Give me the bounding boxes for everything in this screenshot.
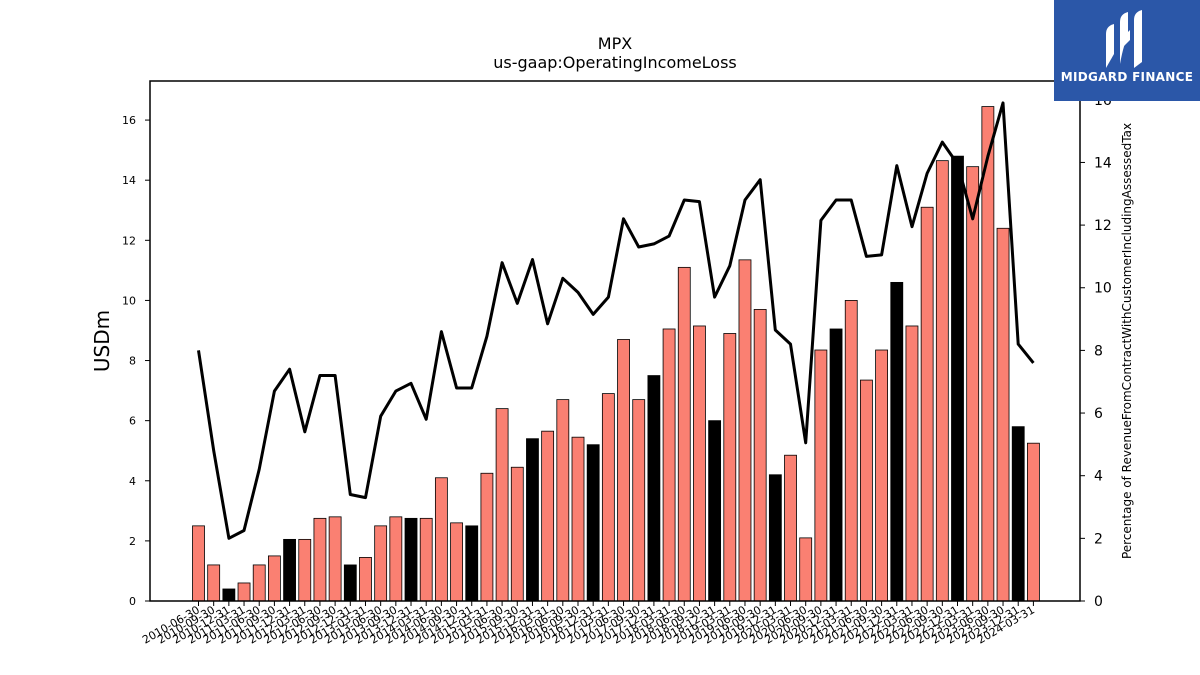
y2-tick-label: 8 <box>1094 343 1103 359</box>
y-tick-label: 16 <box>122 114 136 127</box>
bar <box>510 466 524 602</box>
bar <box>920 206 934 602</box>
series-line <box>197 101 1035 540</box>
bar <box>601 393 615 602</box>
bar <box>738 259 752 602</box>
bar <box>617 339 630 602</box>
bar <box>495 408 509 602</box>
bar <box>768 474 782 602</box>
bar <box>905 325 919 602</box>
y2-tick-label: 0 <box>1094 594 1103 610</box>
y2-tick-label: 10 <box>1094 281 1112 297</box>
y-axis-label: USDm <box>90 310 114 372</box>
bar <box>996 227 1010 602</box>
bar <box>359 557 372 602</box>
bar <box>434 477 448 602</box>
bar <box>647 375 661 602</box>
bar <box>966 166 980 602</box>
bar <box>192 525 205 602</box>
y-tick-label: 8 <box>129 355 136 368</box>
bar <box>951 155 964 602</box>
chart-title: MPX <box>598 34 632 53</box>
plot-frame <box>149 80 1081 602</box>
bar <box>890 281 904 602</box>
midgard-logo-mark-icon <box>1106 10 1142 68</box>
bar <box>860 379 873 602</box>
bar <box>662 328 676 602</box>
chart-subtitle: us-gaap:OperatingIncomeLoss <box>493 53 737 72</box>
plot-area: 024681012141602468101214162010-06-302010… <box>122 80 1112 647</box>
bar <box>723 333 737 602</box>
bar <box>799 537 813 602</box>
bar <box>267 555 281 602</box>
bar <box>328 516 342 602</box>
bar <box>283 538 296 602</box>
y-tick-label: 10 <box>122 294 136 307</box>
bar <box>252 564 266 602</box>
midgard-finance-logo: MIDGARD FINANCE <box>1054 0 1200 101</box>
y2-tick-label: 6 <box>1094 406 1103 422</box>
bar <box>389 516 403 602</box>
bar <box>875 349 888 602</box>
bar <box>404 517 418 602</box>
bar <box>586 444 600 602</box>
bar <box>222 588 236 602</box>
y2-tick-label: 4 <box>1094 469 1103 485</box>
bar <box>541 430 555 602</box>
y2-tick-label: 2 <box>1094 531 1103 547</box>
bar <box>343 564 357 602</box>
bar <box>556 399 570 602</box>
y-tick-label: 14 <box>122 174 136 187</box>
y2-tick-label: 14 <box>1094 155 1112 171</box>
bar <box>632 399 646 602</box>
bar <box>784 454 797 602</box>
bar <box>1027 442 1040 602</box>
y-tick-label: 6 <box>129 415 136 428</box>
bar <box>753 309 767 602</box>
bar <box>1011 426 1025 602</box>
bar <box>298 538 312 602</box>
logo-text: MIDGARD FINANCE <box>1060 70 1194 84</box>
bar <box>814 349 828 602</box>
y-tick-label: 12 <box>122 234 136 247</box>
bar <box>374 525 388 602</box>
y-tick-label: 0 <box>129 595 136 608</box>
y-tick-label: 2 <box>129 535 136 548</box>
bar <box>237 582 251 602</box>
bar <box>571 436 585 602</box>
bar <box>450 522 463 602</box>
bar <box>419 517 433 602</box>
bar <box>829 328 843 602</box>
y2-tick-label: 12 <box>1094 218 1112 234</box>
bar <box>693 325 706 602</box>
bar <box>526 438 539 602</box>
y2-axis-label: Percentage of RevenueFromContractWithCus… <box>1120 123 1134 559</box>
bar <box>935 160 949 602</box>
bar <box>844 300 858 602</box>
bar <box>677 266 691 602</box>
bar <box>708 420 722 602</box>
bar <box>465 525 479 602</box>
bar <box>207 564 221 602</box>
bar <box>313 517 327 602</box>
bar <box>480 472 494 602</box>
bar <box>981 106 995 602</box>
y-tick-label: 4 <box>129 475 136 488</box>
